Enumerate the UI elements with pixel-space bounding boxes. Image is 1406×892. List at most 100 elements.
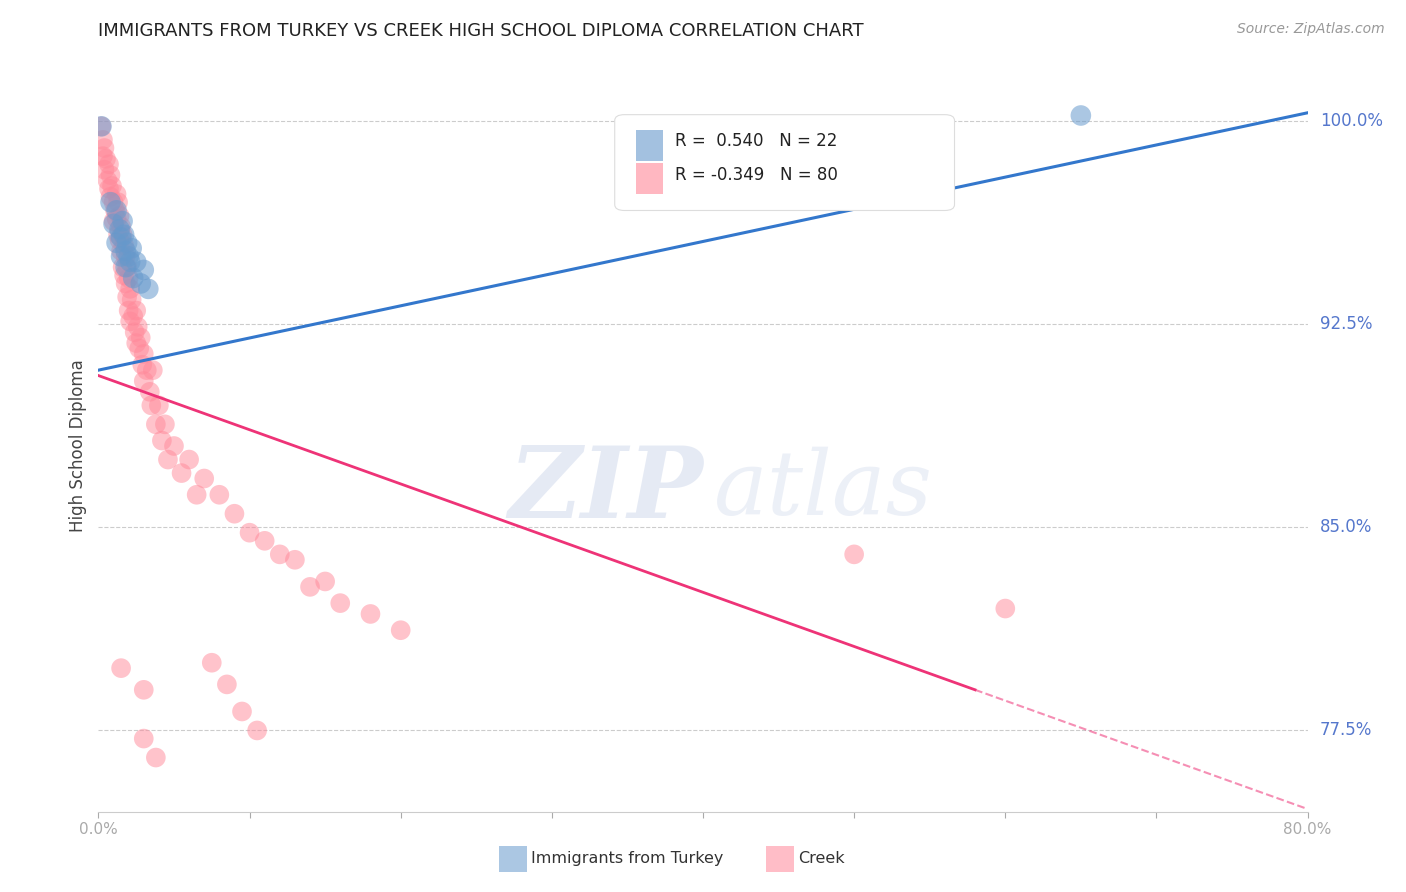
Point (186, 488, 208, 502)
Point (115, 235, 138, 250)
Point (389, 624, 412, 638)
Point (103, 195, 125, 210)
Point (139, 384, 162, 399)
Point (110, 244, 132, 258)
Point (163, 439, 186, 453)
Point (136, 282, 159, 296)
Point (93, 141, 115, 155)
Text: IMMIGRANTS FROM TURKEY VS CREEK HIGH SCHOOL DIPLOMA CORRELATION CHART: IMMIGRANTS FROM TURKEY VS CREEK HIGH SCH… (98, 22, 865, 40)
Point (115, 260, 138, 275)
Point (145, 750, 167, 764)
Text: 77.5%: 77.5% (1320, 722, 1372, 739)
Point (120, 314, 142, 328)
FancyBboxPatch shape (614, 115, 955, 211)
Text: atlas: atlas (714, 447, 934, 533)
Point (141, 398, 163, 412)
Point (122, 309, 145, 323)
Point (314, 574, 336, 589)
Point (253, 533, 276, 548)
Point (129, 277, 152, 291)
Point (112, 227, 135, 242)
Point (118, 249, 141, 263)
Point (111, 214, 134, 228)
Point (110, 249, 132, 263)
Point (224, 507, 246, 521)
Point (115, 290, 138, 304)
Text: Immigrants from Turkey: Immigrants from Turkey (531, 852, 724, 866)
Point (215, 677, 238, 691)
Point (118, 271, 141, 285)
Point (120, 282, 142, 296)
FancyBboxPatch shape (637, 163, 664, 194)
Point (145, 417, 167, 432)
Text: 100.0%: 100.0% (1320, 112, 1382, 130)
Point (112, 268, 135, 283)
Point (114, 244, 136, 258)
Point (112, 238, 135, 252)
Point (135, 363, 157, 377)
Point (103, 217, 125, 231)
Point (96, 173, 118, 187)
Point (132, 682, 155, 697)
Point (114, 260, 136, 275)
Point (98, 157, 121, 171)
Point (284, 553, 307, 567)
Point (132, 347, 155, 361)
Point (170, 466, 193, 480)
Text: Creek: Creek (799, 852, 845, 866)
Point (125, 336, 148, 351)
Text: 85.0%: 85.0% (1320, 518, 1372, 536)
Point (90, 120, 112, 134)
Point (239, 525, 262, 540)
Point (132, 731, 155, 746)
Point (108, 222, 131, 236)
Point (101, 178, 124, 193)
Point (360, 607, 382, 621)
Point (108, 233, 131, 247)
Point (329, 596, 352, 610)
Text: R = -0.349   N = 80: R = -0.349 N = 80 (675, 166, 838, 184)
Point (1070, 108, 1092, 122)
Point (94, 152, 117, 166)
Point (105, 211, 128, 226)
Point (193, 471, 215, 485)
Point (124, 325, 146, 339)
Point (269, 547, 291, 561)
Text: ZIP: ZIP (509, 442, 704, 538)
Point (150, 434, 173, 448)
Point (110, 661, 132, 675)
Point (110, 219, 132, 234)
Text: 92.5%: 92.5% (1320, 315, 1372, 333)
Point (111, 260, 134, 275)
Point (100, 190, 122, 204)
Point (128, 342, 150, 356)
Point (132, 263, 155, 277)
Text: R =  0.540   N = 22: R = 0.540 N = 22 (675, 132, 838, 150)
Point (114, 277, 136, 291)
Point (100, 195, 122, 210)
Point (208, 488, 231, 502)
Point (114, 249, 136, 263)
Point (100, 168, 122, 182)
Point (104, 203, 127, 218)
FancyBboxPatch shape (637, 130, 664, 161)
Point (91, 133, 114, 147)
Point (110, 230, 132, 244)
Point (105, 203, 128, 218)
Point (153, 417, 176, 432)
Point (108, 209, 131, 223)
Point (121, 241, 143, 255)
Point (91, 149, 114, 163)
Point (246, 723, 269, 738)
Point (148, 398, 170, 412)
Point (121, 293, 143, 307)
Point (125, 254, 148, 268)
Point (231, 705, 253, 719)
Point (129, 331, 152, 345)
Point (90, 120, 112, 134)
Point (122, 271, 145, 285)
Text: Source: ZipAtlas.com: Source: ZipAtlas.com (1237, 22, 1385, 37)
Point (131, 358, 153, 372)
Point (994, 601, 1017, 615)
Point (120, 254, 142, 268)
